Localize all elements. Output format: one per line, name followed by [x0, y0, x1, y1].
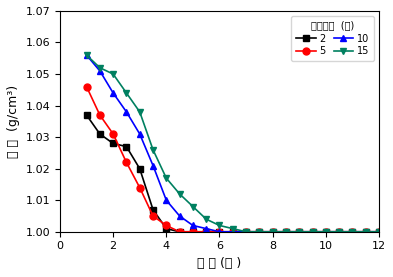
15	[270, 230, 275, 234]
5	[284, 230, 288, 234]
2	[191, 230, 195, 234]
15	[244, 230, 248, 234]
10	[244, 230, 248, 234]
2	[270, 230, 275, 234]
15	[217, 224, 222, 227]
10	[270, 230, 275, 234]
Line: 15: 15	[83, 52, 382, 235]
Legend: 2, 5, 10, 15: 2, 5, 10, 15	[291, 16, 374, 61]
5	[204, 230, 209, 234]
15	[284, 230, 288, 234]
15	[151, 148, 155, 152]
2	[376, 230, 381, 234]
5	[138, 186, 142, 189]
5	[84, 85, 89, 88]
10	[364, 230, 368, 234]
5	[257, 230, 262, 234]
15	[138, 110, 142, 114]
2	[310, 230, 315, 234]
10	[138, 132, 142, 136]
10	[124, 110, 129, 114]
5	[337, 230, 342, 234]
5	[244, 230, 248, 234]
15	[191, 205, 195, 208]
2	[350, 230, 355, 234]
5	[310, 230, 315, 234]
15	[364, 230, 368, 234]
10	[111, 91, 116, 95]
2	[230, 230, 235, 234]
2	[97, 132, 102, 136]
15	[257, 230, 262, 234]
2	[323, 230, 328, 234]
5	[350, 230, 355, 234]
15	[177, 192, 182, 196]
2	[204, 230, 209, 234]
5	[191, 230, 195, 234]
10	[297, 230, 301, 234]
10	[84, 53, 89, 57]
10	[323, 230, 328, 234]
15	[337, 230, 342, 234]
2	[297, 230, 301, 234]
Line: 10: 10	[83, 52, 382, 235]
15	[204, 217, 209, 221]
15	[310, 230, 315, 234]
10	[337, 230, 342, 234]
2	[84, 113, 89, 117]
10	[97, 69, 102, 73]
2	[151, 208, 155, 211]
X-axis label: 시 간 (분 ): 시 간 (분 )	[197, 257, 242, 270]
15	[230, 227, 235, 230]
2	[257, 230, 262, 234]
5	[151, 214, 155, 218]
5	[376, 230, 381, 234]
2	[364, 230, 368, 234]
5	[124, 161, 129, 164]
15	[97, 66, 102, 70]
2	[138, 167, 142, 170]
Line: 2: 2	[83, 112, 382, 235]
10	[191, 224, 195, 227]
5	[164, 224, 169, 227]
10	[230, 230, 235, 234]
10	[177, 214, 182, 218]
15	[124, 91, 129, 95]
5	[297, 230, 301, 234]
10	[284, 230, 288, 234]
15	[111, 72, 116, 76]
5	[111, 132, 116, 136]
5	[97, 113, 102, 117]
5	[323, 230, 328, 234]
2	[124, 145, 129, 148]
2	[111, 142, 116, 145]
15	[84, 53, 89, 57]
10	[310, 230, 315, 234]
15	[297, 230, 301, 234]
10	[376, 230, 381, 234]
10	[151, 164, 155, 167]
2	[337, 230, 342, 234]
10	[164, 199, 169, 202]
15	[376, 230, 381, 234]
5	[270, 230, 275, 234]
5	[177, 230, 182, 234]
10	[217, 230, 222, 234]
2	[164, 227, 169, 230]
2	[177, 230, 182, 234]
Y-axis label: 밀 도  (g/cm³): 밀 도 (g/cm³)	[7, 85, 20, 158]
5	[217, 230, 222, 234]
Line: 5: 5	[83, 83, 382, 235]
10	[204, 227, 209, 230]
10	[350, 230, 355, 234]
2	[244, 230, 248, 234]
2	[284, 230, 288, 234]
10	[257, 230, 262, 234]
5	[364, 230, 368, 234]
2	[217, 230, 222, 234]
5	[230, 230, 235, 234]
15	[350, 230, 355, 234]
15	[164, 176, 169, 180]
15	[323, 230, 328, 234]
